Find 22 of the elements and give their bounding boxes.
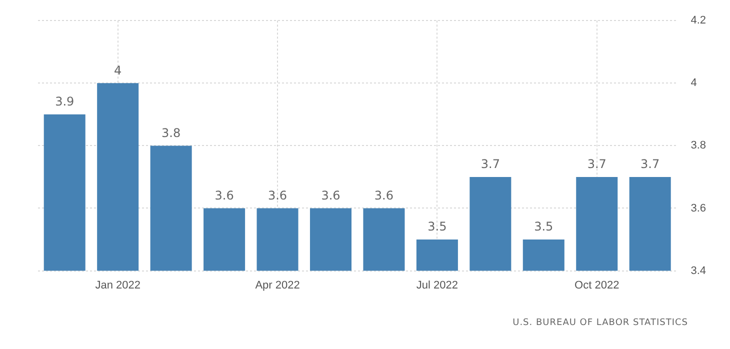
data-label: 3.6	[214, 188, 234, 202]
y-tick-label: 3.8	[690, 140, 706, 152]
text: U.S. BUREAU OF LABOR STATISTICS	[512, 318, 688, 328]
data-label: 3.5	[534, 220, 554, 234]
y-tick-label: 3.6	[690, 202, 706, 214]
data-label: 3.5	[428, 220, 447, 234]
data-label: 3.6	[268, 188, 288, 202]
data-label: 3.7	[640, 157, 660, 172]
x-tick-label: Jan 2022	[95, 279, 140, 292]
y-tick-label: 3.4	[690, 264, 706, 277]
data-label: 3.9	[55, 94, 74, 109]
data-label: 3.6	[374, 188, 394, 202]
data-label: 3.7	[480, 157, 500, 172]
data-label: 4	[114, 63, 122, 78]
x-tick-label: Oct 2022	[574, 279, 620, 292]
x-tick-label: Jul 2022	[416, 279, 458, 292]
data-label: 3.8	[162, 126, 181, 140]
data-label: 3.7	[587, 157, 606, 172]
data-label: 3.6	[321, 188, 340, 202]
y-tick-label: 4.2	[690, 14, 706, 27]
y-tick-label: 4	[690, 77, 697, 90]
x-tick-label: Apr 2022	[255, 279, 300, 292]
